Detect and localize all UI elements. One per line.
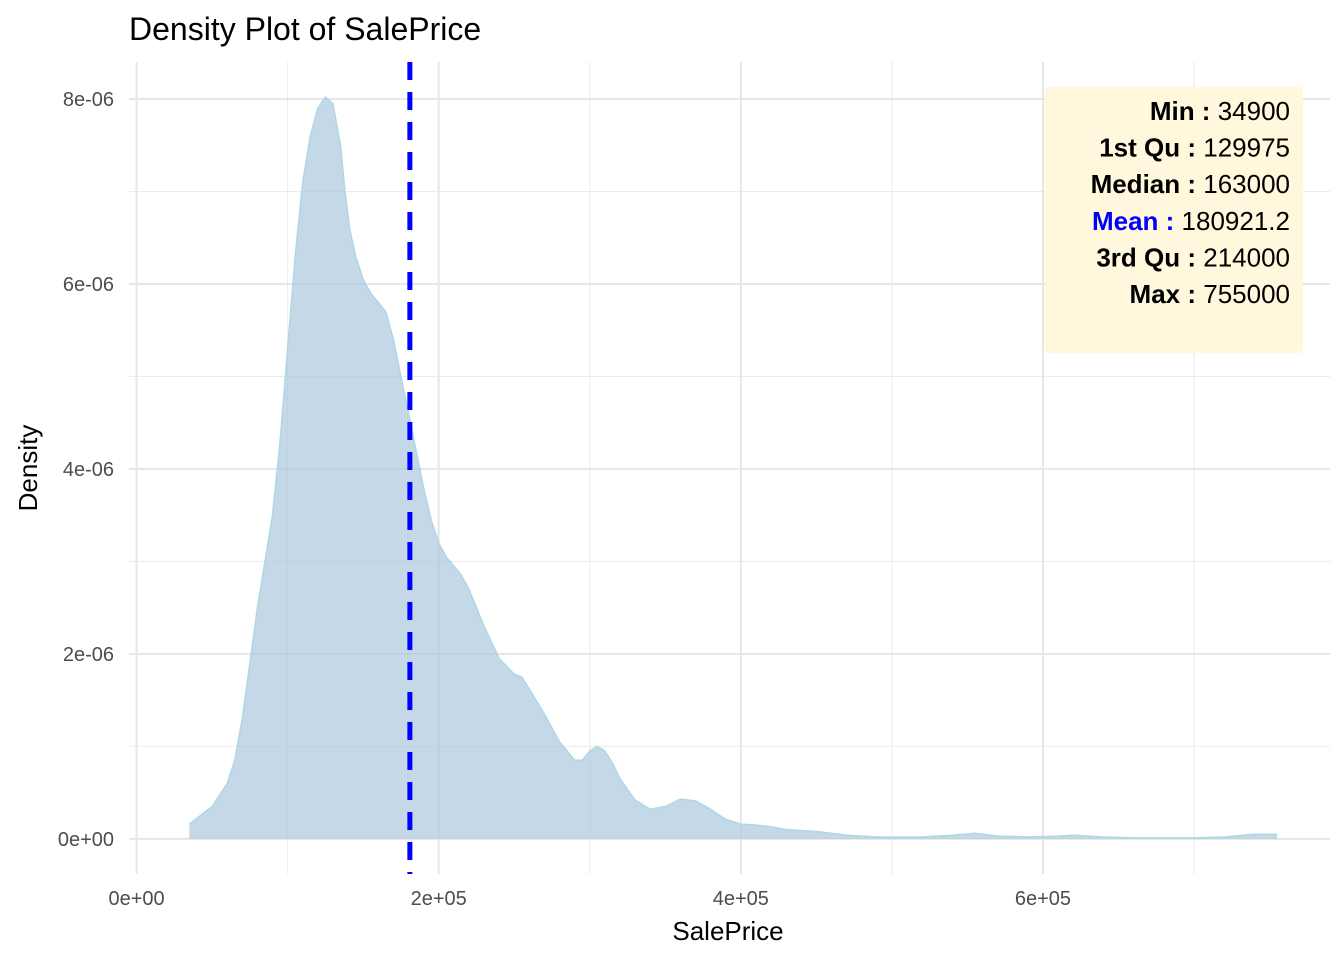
y-tick-label: 0e+00	[58, 829, 114, 851]
density-area-layer	[188, 95, 1278, 839]
x-axis-ticks: 0e+00 2e+05 4e+05 6e+05	[108, 888, 1071, 910]
y-axis-title: Density	[13, 425, 43, 512]
x-axis-title: SalePrice	[672, 916, 783, 946]
density-curve	[188, 95, 1278, 839]
x-tick-label: 2e+05	[411, 888, 467, 910]
stats-box-background	[1045, 87, 1303, 353]
stat-row: Mean : 180921.2	[1092, 206, 1290, 236]
summary-stats-box: Min : 34900 1st Qu : 129975 Median : 16300…	[1045, 87, 1303, 353]
stat-value: 755000	[1203, 279, 1290, 309]
stat-value: 214000	[1203, 242, 1290, 272]
stat-key: 1st Qu :	[1099, 133, 1203, 163]
x-tick-label: 0e+00	[108, 888, 164, 910]
x-tick-label: 4e+05	[713, 888, 769, 910]
stat-row: Max : 755000	[1130, 279, 1290, 309]
y-tick-label: 8e-06	[63, 89, 114, 111]
y-tick-label: 2e-06	[63, 644, 114, 666]
y-tick-label: 6e-06	[63, 274, 114, 296]
stat-key: Median :	[1091, 169, 1204, 199]
stat-key: Min :	[1150, 96, 1218, 126]
stat-key: 3rd Qu :	[1096, 242, 1203, 272]
stat-row: 1st Qu : 129975	[1099, 133, 1290, 163]
stat-row: 3rd Qu : 214000	[1096, 242, 1290, 272]
y-tick-label: 4e-06	[63, 459, 114, 481]
stat-value: 180921.2	[1182, 206, 1290, 236]
stat-value: 34900	[1218, 96, 1290, 126]
stat-row: Median : 163000	[1091, 169, 1290, 199]
stat-value: 129975	[1203, 133, 1290, 163]
stat-key: Max :	[1130, 279, 1204, 309]
density-area	[189, 97, 1278, 839]
x-tick-label: 6e+05	[1015, 888, 1071, 910]
chart-title: Density Plot of SalePrice	[129, 11, 481, 47]
stat-row: Min : 34900	[1150, 96, 1290, 126]
y-axis-ticks: 0e+00 2e-06 4e-06 6e-06 8e-06	[58, 89, 114, 851]
stat-value: 163000	[1203, 169, 1290, 199]
stat-key: Mean :	[1092, 206, 1182, 236]
